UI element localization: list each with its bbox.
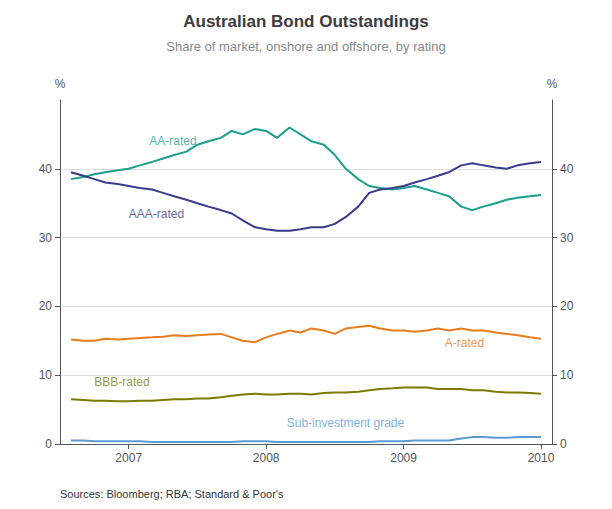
svg-text:40: 40 [560,162,574,176]
svg-text:10: 10 [560,368,574,382]
svg-text:Share of market, onshore and o: Share of market, onshore and offshore, b… [166,39,445,54]
svg-text:BBB-rated: BBB-rated [94,375,149,389]
svg-text:40: 40 [39,162,53,176]
svg-text:10: 10 [39,368,53,382]
svg-text:Sub-investment grade: Sub-investment grade [287,416,405,430]
svg-text:AAA-rated: AAA-rated [129,207,184,221]
svg-text:30: 30 [560,231,574,245]
svg-text:2007: 2007 [115,451,142,465]
svg-text:%: % [55,77,66,91]
svg-text:20: 20 [39,299,53,313]
svg-text:2010: 2010 [528,451,555,465]
svg-text:%: % [547,77,558,91]
svg-text:2008: 2008 [253,451,280,465]
svg-text:0: 0 [45,437,52,451]
svg-text:A-rated: A-rated [445,336,484,350]
svg-text:0: 0 [560,437,567,451]
svg-text:Sources: Bloomberg; RBA; Stand: Sources: Bloomberg; RBA; Standard & Poor… [60,488,284,500]
svg-text:20: 20 [560,299,574,313]
svg-text:2009: 2009 [390,451,417,465]
svg-text:AA-rated: AA-rated [149,134,196,148]
svg-text:30: 30 [39,231,53,245]
svg-text:Australian Bond Outstandings: Australian Bond Outstandings [183,12,429,31]
